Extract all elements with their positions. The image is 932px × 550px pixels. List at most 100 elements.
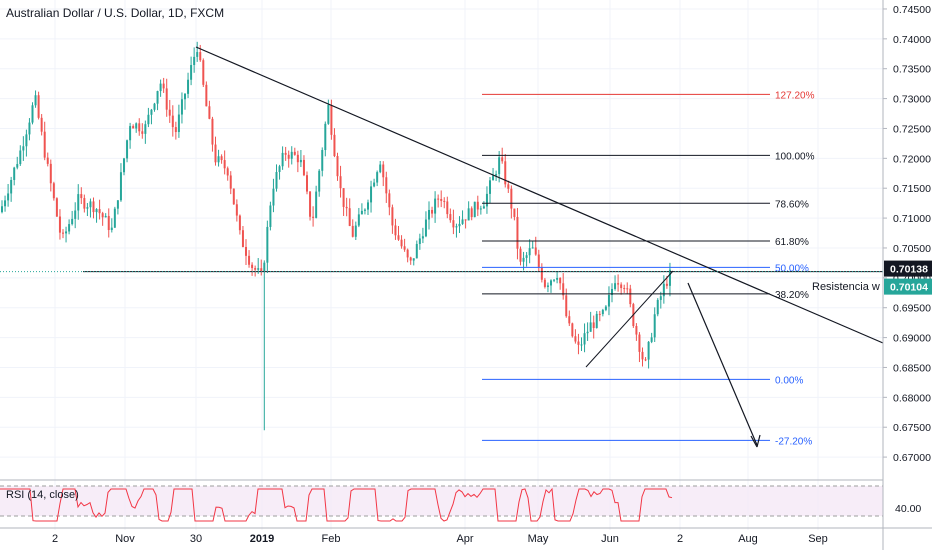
candle-body — [229, 175, 232, 189]
y-tick-label: 0.71500 — [893, 183, 931, 195]
candle-body — [495, 174, 498, 176]
candle-body — [196, 52, 199, 57]
candle-body — [376, 172, 379, 183]
candle-body — [13, 167, 16, 180]
candle-body — [107, 215, 110, 231]
x-tick-label: 2019 — [250, 533, 274, 545]
candle-body — [299, 159, 302, 163]
candle-body — [162, 83, 165, 89]
candle-body — [80, 194, 83, 199]
y-tick-label: 0.68500 — [893, 362, 931, 374]
candle-body — [623, 288, 626, 290]
y-tick-label: 0.74000 — [893, 34, 931, 46]
candle-body — [315, 191, 318, 218]
rising-wedge-line — [585, 270, 674, 368]
candle-body — [656, 299, 659, 315]
y-tick-label: 0.69500 — [893, 303, 931, 315]
candle-body — [43, 131, 46, 158]
candle-body — [525, 255, 528, 258]
candle-body — [388, 193, 391, 208]
candle-body — [16, 164, 19, 168]
candle-body — [226, 168, 229, 176]
candle-body — [504, 161, 507, 185]
fib-level-label: 100.00% — [775, 151, 815, 162]
y-tick-label: 0.69000 — [893, 333, 931, 345]
candle-body — [662, 283, 665, 297]
candle-body — [156, 91, 159, 104]
candle-body — [431, 209, 434, 214]
candle-body — [202, 60, 205, 85]
candle-body — [123, 158, 125, 173]
candle-body — [104, 215, 107, 218]
candle-body — [275, 171, 278, 189]
candle-body — [598, 313, 601, 315]
candle-body — [77, 194, 80, 211]
fib-level-label: 61.80% — [775, 237, 809, 248]
candle-body — [482, 206, 485, 209]
candle-body — [327, 104, 330, 124]
candle-body — [357, 214, 360, 226]
candle-body — [668, 269, 671, 286]
candle-body — [290, 151, 293, 159]
y-tick-label: 0.68000 — [893, 392, 931, 404]
candle-body — [113, 208, 116, 228]
y-tick-label: 0.73500 — [893, 64, 931, 76]
candle-body — [379, 164, 382, 173]
candle-body — [37, 95, 40, 118]
candle-body — [629, 288, 632, 305]
candle-body — [559, 278, 562, 284]
candle-body — [501, 157, 504, 162]
last-price-badge — [884, 278, 932, 295]
candle-body — [336, 156, 339, 177]
candle-body — [208, 106, 211, 119]
candle-body — [461, 219, 464, 224]
candle-body — [492, 175, 495, 181]
candle-body — [211, 118, 214, 145]
x-tick-label: 2 — [677, 533, 683, 545]
candle-body — [153, 103, 156, 110]
candle-body — [95, 209, 98, 213]
candle-body — [245, 246, 247, 256]
fib-level-label: 127.20% — [775, 90, 815, 101]
candle-body — [119, 172, 122, 201]
rsi-tick-label: 40.00 — [895, 503, 921, 515]
candle-body — [89, 201, 92, 208]
candle-body — [272, 188, 275, 206]
candle-body — [168, 109, 171, 116]
candle-body — [370, 186, 373, 203]
candle-body — [28, 122, 31, 135]
candle-body — [476, 201, 479, 210]
candle-body — [568, 316, 571, 324]
resistance-label: Resistencia w — [812, 281, 880, 293]
candle-body — [394, 225, 397, 236]
candle-body — [611, 288, 613, 295]
candle-body — [565, 295, 568, 317]
candle-body — [415, 243, 418, 259]
candle-body — [665, 283, 668, 286]
candle-body — [302, 159, 305, 176]
candle-body — [553, 279, 556, 281]
candle-body — [40, 117, 43, 132]
candle-body — [205, 84, 208, 107]
y-tick-label: 0.74500 — [893, 4, 931, 16]
candle-body — [232, 188, 235, 205]
candle-body — [635, 326, 638, 335]
candle-body — [83, 198, 86, 209]
candle-body — [65, 231, 68, 234]
candle-body — [180, 99, 183, 115]
chart-title: Australian Dollar / U.S. Dollar, 1D, FXC… — [6, 6, 225, 20]
candle-body — [58, 216, 61, 233]
y-tick-label: 0.72500 — [893, 123, 931, 135]
candle-body — [485, 193, 488, 207]
candle-body — [345, 206, 348, 209]
candle-body — [513, 208, 516, 217]
candle-body — [68, 224, 71, 232]
candle-body — [437, 198, 440, 200]
candle-body — [592, 322, 595, 329]
candle-body — [141, 131, 144, 134]
x-tick-label: May — [528, 533, 549, 545]
candle-body — [135, 123, 138, 129]
fib-level-label: -27.20% — [775, 436, 812, 447]
